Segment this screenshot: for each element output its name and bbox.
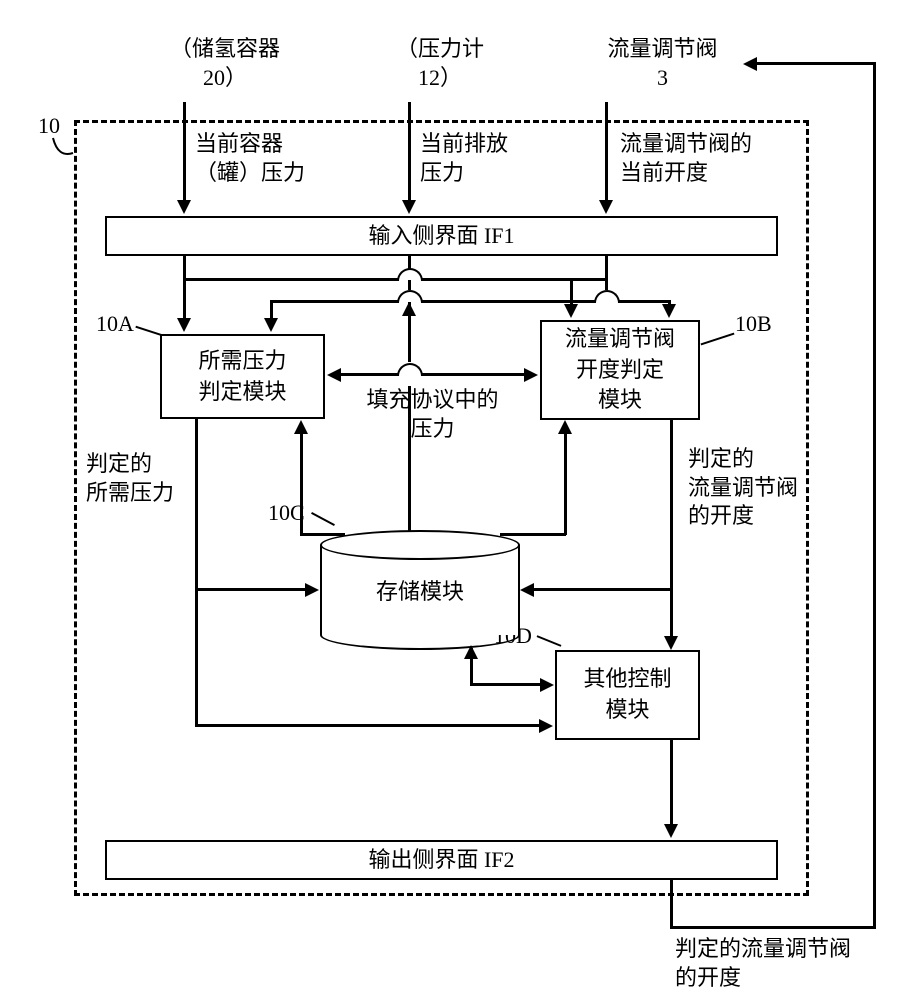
callout-10a: 10A bbox=[96, 310, 134, 339]
to-b-2v bbox=[605, 278, 608, 290]
d-to-if2 bbox=[670, 740, 673, 826]
bus-bottom-left bbox=[270, 300, 398, 303]
b-down bbox=[670, 420, 673, 638]
ab-link bbox=[340, 373, 526, 376]
storage-cylinder: 存储模块 bbox=[320, 530, 520, 650]
input-tank-title: （储氢容器 20） bbox=[130, 35, 320, 92]
c-to-d-head bbox=[540, 678, 554, 692]
out-v1 bbox=[670, 880, 673, 928]
feedback-head bbox=[743, 57, 757, 71]
to-a-1 bbox=[183, 278, 186, 320]
cyl-top bbox=[320, 530, 520, 560]
b-down-head bbox=[664, 636, 678, 650]
a-to-cyl bbox=[195, 588, 307, 591]
callout-10c: 10C bbox=[268, 499, 305, 528]
module-a: 所需压力 判定模块 bbox=[160, 334, 325, 419]
c-to-b-v bbox=[564, 432, 567, 535]
to-a-2 bbox=[270, 300, 273, 320]
callout-10b: 10B bbox=[735, 310, 772, 339]
d-to-if2-head bbox=[664, 824, 678, 838]
input-gauge-title: （压力计 12） bbox=[355, 35, 525, 92]
feedback-v bbox=[873, 62, 876, 929]
to-b-3-head bbox=[662, 304, 676, 318]
if1-v3 bbox=[605, 256, 608, 280]
b-out-label: 判定的 流量调节阀 的开度 bbox=[688, 445, 808, 531]
mid-up-head bbox=[402, 302, 416, 316]
a-to-cyl-head bbox=[305, 583, 319, 597]
module-b: 流量调节阀 开度判定 模块 bbox=[540, 320, 700, 420]
a-to-d-h bbox=[195, 724, 541, 727]
input-valve-title: 流量调节阀 3 bbox=[575, 35, 750, 92]
if1-v1 bbox=[183, 256, 186, 280]
module-d: 其他控制 模块 bbox=[555, 650, 700, 740]
ab-left-head bbox=[327, 368, 341, 382]
ab-right-head bbox=[524, 368, 538, 382]
b-to-cyl-h bbox=[532, 588, 673, 591]
ab-mid-label: 填充协议中的 压力 bbox=[345, 386, 520, 443]
a-down bbox=[195, 419, 198, 726]
bus-bottom-right bbox=[420, 300, 670, 303]
mid-to-cyl-2 bbox=[408, 386, 411, 532]
diagram-canvas: （储氢容器 20） （压力计 12） 流量调节阀 3 当前容器 （罐）压力 当前… bbox=[0, 0, 917, 1000]
to-b-1 bbox=[570, 278, 573, 306]
callout-10-line bbox=[48, 133, 78, 163]
if1-block: 输入侧界面 IF1 bbox=[105, 216, 778, 256]
c-to-a-head bbox=[294, 420, 308, 434]
a-out-label: 判定的 所需压力 bbox=[86, 450, 186, 507]
c-to-b-head bbox=[558, 420, 572, 434]
a-to-d-head bbox=[539, 719, 553, 733]
v2-cont bbox=[408, 280, 411, 290]
to-a-2-head bbox=[264, 318, 278, 332]
to-b-1-head bbox=[564, 304, 578, 318]
out-h bbox=[670, 926, 875, 929]
feedback-h bbox=[755, 62, 876, 65]
to-a-1-head bbox=[177, 318, 191, 332]
d-to-c-head bbox=[464, 645, 478, 659]
output-label: 判定的流量调节阀 的开度 bbox=[675, 935, 895, 992]
c-to-d-h bbox=[470, 683, 542, 686]
bus-top bbox=[183, 278, 608, 281]
if2-block: 输出侧界面 IF2 bbox=[105, 840, 778, 880]
b-to-cyl-head bbox=[520, 583, 534, 597]
